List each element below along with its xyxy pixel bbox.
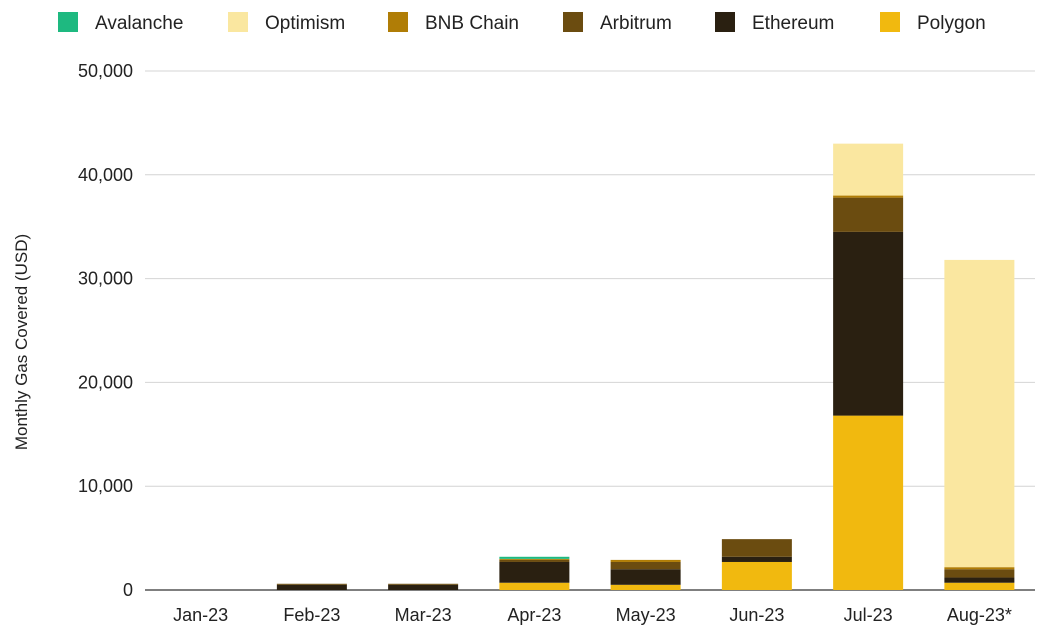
- y-tick-label: 10,000: [78, 476, 133, 496]
- legend: Avalanche Optimism BNB Chain Arbitrum Ethere…: [58, 12, 986, 34]
- bar-stack-mar-23: [388, 583, 459, 590]
- y-tick-label: 40,000: [78, 165, 133, 185]
- bars: [276, 143, 1015, 590]
- bar-segment-ethereum-aug-23: [944, 577, 1015, 583]
- bar-segment-optimism-aug-23: [944, 259, 1015, 568]
- bar-segment-arbitrum-mar-23: [388, 583, 459, 585]
- y-tick-label: 30,000: [78, 269, 133, 289]
- bar-segment-polygon-may-23: [610, 584, 681, 590]
- bar-segment-bnb-chain-jul-23: [833, 195, 904, 198]
- bar-stack-may-23: [610, 559, 681, 590]
- y-axis-title: Monthly Gas Covered (USD): [12, 234, 31, 450]
- bar-segment-arbitrum-jul-23: [833, 197, 904, 232]
- legend-item-polygon: Polygon: [880, 12, 986, 34]
- bar-segment-ethereum-jun-23: [721, 556, 792, 562]
- legend-label: BNB Chain: [425, 13, 519, 34]
- bar-segment-polygon-jul-23: [833, 415, 904, 590]
- bar-segment-avalanche-apr-23: [499, 556, 570, 559]
- bar-segment-arbitrum-may-23: [610, 561, 681, 570]
- bar-stack-jul-23: [833, 143, 904, 590]
- legend-swatch-polygon: [880, 12, 900, 32]
- legend-swatch-arbitrum: [563, 12, 583, 32]
- bar-segment-ethereum-may-23: [610, 569, 681, 585]
- legend-label: Ethereum: [752, 13, 834, 34]
- y-tick-label: 0: [123, 580, 133, 600]
- bar-segment-optimism-jul-23: [833, 143, 904, 196]
- bar-segment-bnb-chain-may-23: [610, 559, 681, 562]
- bar-segment-ethereum-mar-23: [388, 584, 459, 590]
- bar-segment-polygon-aug-23: [944, 582, 1015, 590]
- bar-segment-ethereum-apr-23: [499, 561, 570, 583]
- y-axis-ticks: 0 10,000 20,000 30,000 40,000 50,000: [78, 61, 133, 600]
- x-tick-label: Feb-23: [283, 605, 340, 625]
- bar-stack-feb-23: [276, 583, 347, 590]
- legend-swatch-avalanche: [58, 12, 78, 32]
- x-tick-label: Aug-23*: [947, 605, 1012, 625]
- bar-segment-arbitrum-jun-23: [721, 539, 792, 557]
- legend-item-optimism: Optimism: [228, 12, 345, 34]
- bar-segment-ethereum-jul-23: [833, 231, 904, 416]
- legend-swatch-bnb-chain: [388, 12, 408, 32]
- legend-label: Arbitrum: [600, 13, 672, 34]
- bar-stack-apr-23: [499, 556, 570, 590]
- x-tick-label: Jul-23: [844, 605, 893, 625]
- bar-segment-arbitrum-feb-23: [276, 583, 347, 585]
- x-tick-label: Jan-23: [173, 605, 228, 625]
- legend-swatch-ethereum: [715, 12, 735, 32]
- bar-segment-bnb-chain-aug-23: [944, 567, 1015, 570]
- bar-segment-polygon-apr-23: [499, 582, 570, 590]
- x-tick-label: Jun-23: [729, 605, 784, 625]
- bar-segment-bnb-chain-apr-23: [499, 558, 570, 560]
- legend-label: Polygon: [917, 13, 986, 34]
- y-tick-label: 20,000: [78, 372, 133, 392]
- bar-segment-polygon-jun-23: [721, 561, 792, 590]
- x-tick-label: Mar-23: [395, 605, 452, 625]
- x-tick-label: Apr-23: [507, 605, 561, 625]
- x-tick-label: May-23: [616, 605, 676, 625]
- bar-segment-arbitrum-apr-23: [499, 559, 570, 562]
- legend-item-avalanche: Avalanche: [58, 12, 183, 34]
- legend-label: Avalanche: [95, 13, 183, 34]
- bar-segment-arbitrum-aug-23: [944, 569, 1015, 578]
- bar-stack-aug-23: [944, 259, 1015, 590]
- legend-item-ethereum: Ethereum: [715, 12, 834, 34]
- x-axis-ticks: Jan-23 Feb-23 Mar-23 Apr-23 May-23 Jun-23 Jul-…: [173, 605, 1012, 625]
- legend-item-bnb-chain: BNB Chain: [388, 12, 519, 34]
- bar-segment-ethereum-feb-23: [276, 584, 347, 590]
- legend-item-arbitrum: Arbitrum: [563, 12, 672, 34]
- legend-label: Optimism: [265, 13, 345, 34]
- bar-stack-jun-23: [721, 539, 792, 590]
- y-tick-label: 50,000: [78, 61, 133, 81]
- legend-swatch-optimism: [228, 12, 248, 32]
